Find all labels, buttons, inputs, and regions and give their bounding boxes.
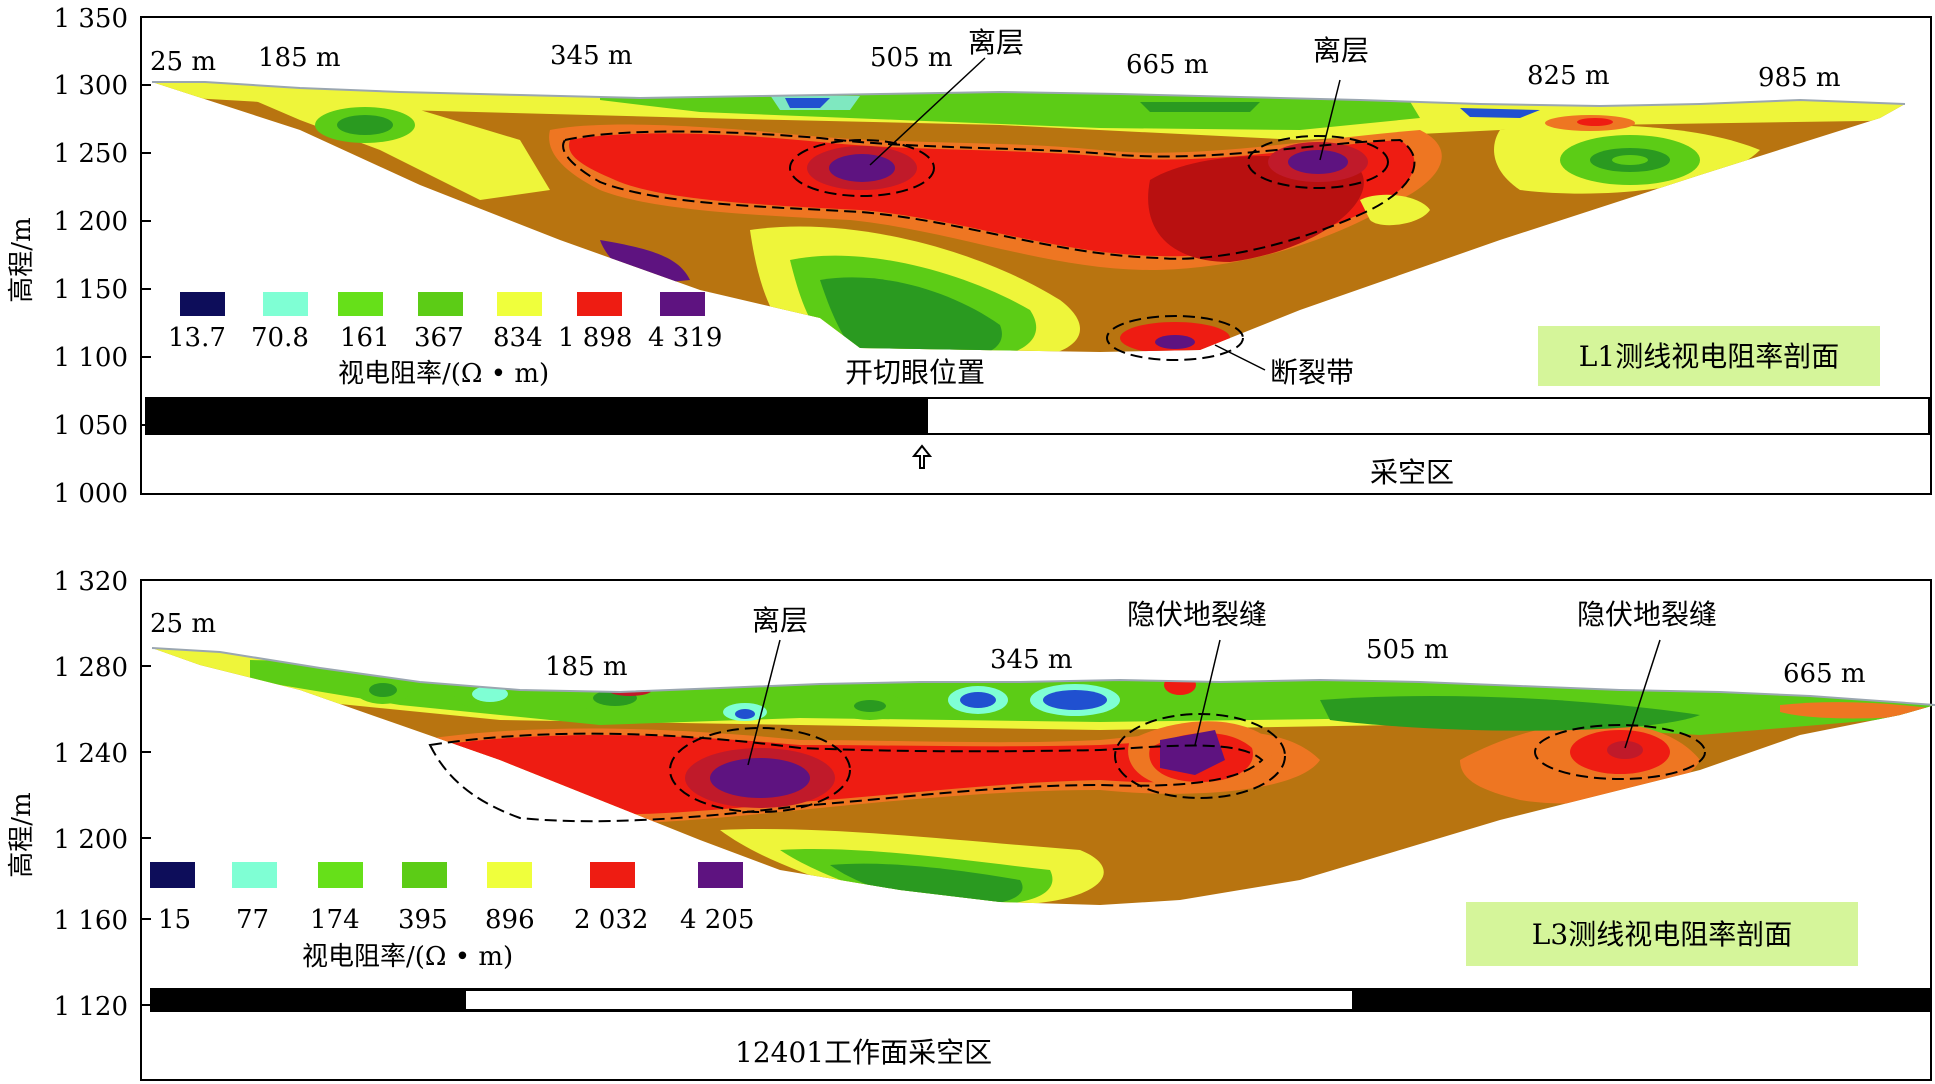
l3-legend-value: 15 (158, 905, 191, 935)
l3-y-axis-label: 高程/m (7, 792, 37, 877)
l1-legend-swatch (577, 292, 622, 316)
l1-ytick-4: 1 150 (54, 275, 128, 305)
l3-goaf-label: 12401工作面采空区 (735, 1036, 992, 1069)
l3-ytick-0: 1 320 (54, 567, 128, 597)
l3-profile-title: L3测线视电阻率剖面 (1532, 918, 1792, 951)
l3-hidden-crack-label-2: 隐伏地裂缝 (1577, 598, 1717, 631)
l1-legend-value: 13.7 (168, 323, 226, 353)
l3-legend-swatch (487, 862, 532, 888)
cut-eye-arrow-icon (911, 444, 933, 469)
l1-legend-value: 161 (340, 323, 390, 353)
l1-legend-value: 4 319 (648, 323, 722, 353)
l3-legend-swatch (698, 862, 743, 888)
l3-surface-line (151, 647, 1935, 706)
l3-distance-labels: 25 m 185 m 345 m 505 m 665 m (150, 609, 1866, 689)
l3-ytick-1: 1 280 (54, 653, 128, 683)
l1-legend-swatch (263, 292, 308, 316)
l3-ytick-3: 1 200 (54, 825, 128, 855)
l1-legend-swatch (418, 292, 463, 316)
l3-legend-swatch (232, 862, 277, 888)
l1-legend-swatch (338, 292, 383, 316)
panel-l1: 高程/m 1 350 1 300 1 250 1 200 1 150 1 100… (7, 4, 1932, 509)
l3-legend-value: 77 (236, 905, 269, 935)
l1-distance-label: 665 m (1126, 50, 1209, 80)
l3-ytick-4: 1 160 (54, 906, 128, 936)
l1-distance-label: 185 m (258, 43, 341, 73)
l3-legend-value: 4 205 (680, 905, 754, 935)
l1-dashed-boundaries (562, 130, 1416, 361)
l3-dashed-boundaries (428, 713, 1706, 823)
l1-ytick-2: 1 250 (54, 139, 128, 169)
l3-hidden-crack-label-1: 隐伏地裂缝 (1127, 598, 1267, 631)
l1-legend-value: 1 898 (558, 323, 632, 353)
l3-leader-lines (747, 639, 1661, 766)
l3-unmined-section (466, 991, 1352, 1009)
l1-ytick-6: 1 050 (54, 411, 128, 441)
l1-goaf-label: 采空区 (1370, 456, 1454, 489)
panel-l3: 高程/m 1 320 1 280 1 240 1 200 1 160 1 120 (7, 567, 1935, 1081)
panel-l1-frame (140, 16, 1932, 495)
l1-legend-value: 834 (493, 323, 543, 353)
l1-fault-zone-label: 断裂带 (1270, 356, 1354, 389)
l1-ytick-1: 1 300 (54, 71, 128, 101)
l1-ytick-5: 1 100 (54, 343, 128, 373)
l1-distance-label: 345 m (550, 41, 633, 71)
l3-legend-swatch (318, 862, 363, 888)
l3-legend-value: 174 (310, 905, 360, 935)
l3-distance-label: 345 m (990, 645, 1073, 675)
l1-ytick-0: 1 350 (54, 4, 128, 34)
l1-mined-section (146, 398, 928, 434)
l3-legend-swatch (590, 862, 635, 888)
l1-ytick-7: 1 000 (54, 479, 128, 509)
l3-y-ticks: 1 320 1 280 1 240 1 200 1 160 1 120 (54, 567, 128, 1022)
l3-ytick-2: 1 240 (54, 739, 128, 769)
l1-separation-label-2: 离层 (1313, 34, 1369, 67)
l1-distance-label: 25 m (150, 47, 216, 77)
l1-legend-value: 367 (414, 323, 464, 353)
l1-surface-line (152, 81, 1906, 108)
l3-distance-label: 25 m (150, 609, 216, 639)
l1-legend-swatch (660, 292, 705, 316)
l1-legend-swatch (497, 292, 542, 316)
l1-y-tick-marks (141, 16, 151, 426)
l1-y-axis-label: 高程/m (7, 217, 37, 302)
l1-legend-title: 视电阻率/(Ω • m) (338, 359, 549, 389)
l3-legend-title: 视电阻率/(Ω • m) (302, 942, 513, 972)
l3-legend-value: 2 032 (574, 905, 648, 935)
l3-distance-label: 665 m (1783, 659, 1866, 689)
l1-legend-swatch (180, 292, 225, 316)
l1-cut-eye-label: 开切眼位置 (845, 356, 985, 389)
l1-legend: 13.7 70.8 161 367 834 1 898 4 319 视电阻率/(… (168, 292, 722, 389)
l1-annotations: 离层 离层 断裂带 开切眼位置 采空区 (845, 26, 1454, 489)
l3-legend-swatch (402, 862, 447, 888)
l3-legend: 15 77 174 395 896 2 032 4 205 视电阻率/(Ω • … (150, 862, 754, 972)
l3-distance-label: 185 m (545, 652, 628, 682)
l1-ytick-3: 1 200 (54, 207, 128, 237)
l1-profile-title-box (1538, 326, 1880, 386)
panel-l3-frame (140, 579, 1932, 1081)
l3-ytick-5: 1 120 (54, 992, 128, 1022)
l1-legend-value: 70.8 (251, 323, 309, 353)
l1-y-ticks: 1 350 1 300 1 250 1 200 1 150 1 100 1 05… (54, 4, 128, 509)
l1-distance-label: 985 m (1758, 63, 1841, 93)
l1-distance-label: 825 m (1527, 61, 1610, 91)
l3-annotations: 离层 隐伏地裂缝 隐伏地裂缝 12401工作面采空区 (735, 598, 1717, 1069)
l3-legend-value: 896 (485, 905, 535, 935)
l1-distance-labels: 25 m 185 m 345 m 505 m 665 m 825 m 985 m (150, 41, 1841, 93)
l3-y-tick-marks (141, 579, 151, 1006)
l1-separation-label-1: 离层 (968, 26, 1024, 59)
l1-resistivity-section (152, 82, 1905, 352)
l3-profile-title-box (1466, 902, 1858, 966)
l3-legend-swatch (150, 862, 195, 888)
l3-distance-label: 505 m (1366, 635, 1449, 665)
l3-separation-label: 离层 (752, 604, 808, 637)
l1-distance-label: 505 m (870, 43, 953, 73)
l1-leader-lines (869, 57, 1341, 371)
l3-legend-value: 395 (398, 905, 448, 935)
l1-profile-title: L1测线视电阻率剖面 (1579, 340, 1839, 373)
